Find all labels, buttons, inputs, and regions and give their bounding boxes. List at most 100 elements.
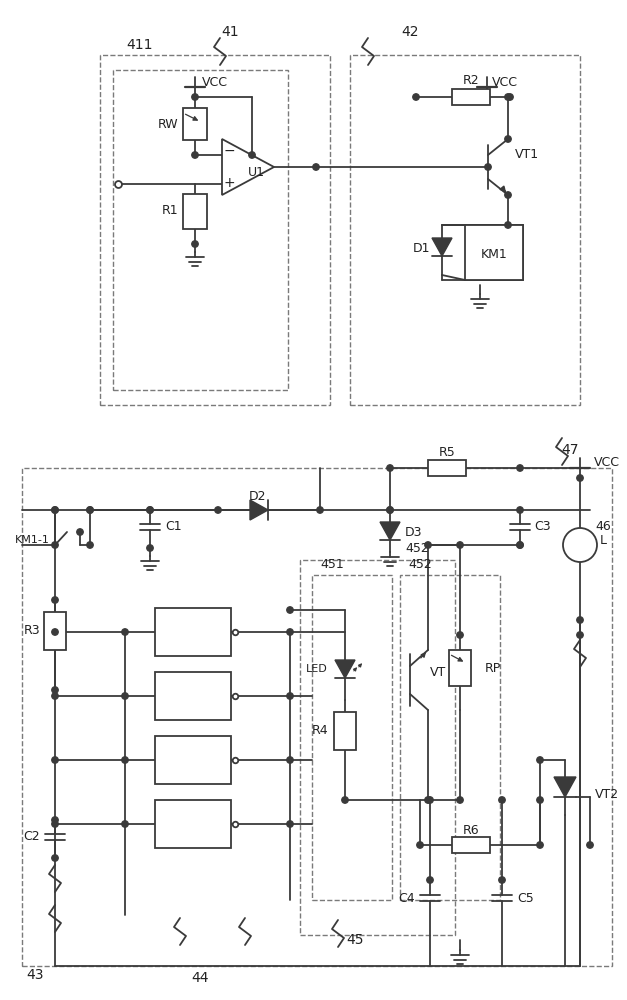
Circle shape bbox=[52, 629, 58, 635]
Text: KM1: KM1 bbox=[481, 248, 507, 261]
Circle shape bbox=[313, 164, 319, 170]
Text: 44: 44 bbox=[191, 971, 209, 985]
Circle shape bbox=[517, 465, 523, 471]
Text: LED: LED bbox=[306, 664, 328, 674]
Text: D2: D2 bbox=[250, 490, 266, 504]
Circle shape bbox=[52, 817, 58, 823]
Text: 45: 45 bbox=[346, 933, 364, 947]
Circle shape bbox=[517, 542, 523, 548]
Circle shape bbox=[52, 687, 58, 693]
Text: U1: U1 bbox=[248, 166, 265, 180]
Circle shape bbox=[577, 617, 583, 623]
Text: VCC: VCC bbox=[594, 456, 620, 470]
Circle shape bbox=[457, 632, 463, 638]
Circle shape bbox=[417, 842, 423, 848]
Text: 47: 47 bbox=[561, 443, 579, 457]
Circle shape bbox=[537, 797, 543, 803]
Polygon shape bbox=[250, 500, 268, 520]
Circle shape bbox=[287, 821, 293, 827]
Text: L: L bbox=[600, 534, 607, 546]
Circle shape bbox=[577, 475, 583, 481]
Bar bbox=[452, 837, 490, 853]
Circle shape bbox=[457, 542, 463, 548]
Bar bbox=[22, 468, 612, 966]
Circle shape bbox=[517, 542, 523, 548]
Circle shape bbox=[287, 607, 293, 613]
Circle shape bbox=[287, 757, 293, 763]
Circle shape bbox=[192, 241, 198, 247]
Text: 43: 43 bbox=[26, 968, 44, 982]
Bar bbox=[183, 108, 207, 140]
Circle shape bbox=[52, 507, 58, 513]
Bar bbox=[44, 612, 66, 650]
Circle shape bbox=[537, 757, 543, 763]
Text: 41: 41 bbox=[221, 25, 239, 39]
Text: +: + bbox=[223, 176, 235, 190]
Text: C2: C2 bbox=[23, 830, 40, 844]
Circle shape bbox=[122, 693, 128, 699]
Text: RW: RW bbox=[157, 117, 178, 130]
Text: R1: R1 bbox=[161, 205, 178, 218]
Circle shape bbox=[505, 192, 511, 198]
Circle shape bbox=[425, 542, 431, 548]
Circle shape bbox=[122, 757, 128, 763]
Text: R2: R2 bbox=[463, 74, 479, 87]
Circle shape bbox=[485, 164, 491, 170]
Text: D1: D1 bbox=[413, 241, 430, 254]
Text: 42: 42 bbox=[401, 25, 419, 39]
Circle shape bbox=[287, 629, 293, 635]
Circle shape bbox=[52, 542, 58, 548]
Text: 452: 452 bbox=[408, 558, 432, 572]
Circle shape bbox=[587, 842, 593, 848]
Text: R5: R5 bbox=[439, 446, 455, 458]
Circle shape bbox=[147, 507, 153, 513]
Circle shape bbox=[413, 94, 419, 100]
Text: C5: C5 bbox=[517, 892, 534, 904]
Bar bbox=[428, 460, 466, 476]
Circle shape bbox=[76, 529, 83, 535]
Circle shape bbox=[537, 842, 543, 848]
Circle shape bbox=[505, 94, 511, 100]
Text: 411: 411 bbox=[127, 38, 153, 52]
Text: 451: 451 bbox=[320, 558, 344, 572]
Circle shape bbox=[87, 542, 93, 548]
Bar bbox=[155, 736, 231, 784]
Circle shape bbox=[507, 94, 514, 100]
Circle shape bbox=[122, 821, 128, 827]
Bar bbox=[183, 194, 207, 229]
Circle shape bbox=[192, 94, 198, 100]
Polygon shape bbox=[554, 777, 576, 797]
Circle shape bbox=[52, 757, 58, 763]
Bar bbox=[334, 712, 356, 750]
Text: VCC: VCC bbox=[202, 76, 228, 89]
Polygon shape bbox=[335, 660, 355, 678]
Bar bbox=[312, 575, 392, 900]
Circle shape bbox=[499, 877, 505, 883]
Circle shape bbox=[577, 632, 583, 638]
Text: VT: VT bbox=[430, 666, 446, 678]
Circle shape bbox=[122, 629, 128, 635]
Text: C1: C1 bbox=[165, 520, 182, 534]
Text: R3: R3 bbox=[23, 624, 40, 638]
Text: C3: C3 bbox=[534, 520, 551, 534]
Text: C4: C4 bbox=[398, 892, 415, 904]
Circle shape bbox=[52, 821, 58, 827]
Circle shape bbox=[505, 222, 511, 228]
Text: VCC: VCC bbox=[492, 76, 518, 89]
Polygon shape bbox=[380, 522, 400, 540]
Circle shape bbox=[87, 507, 93, 513]
Circle shape bbox=[52, 597, 58, 603]
Text: −: − bbox=[223, 144, 235, 158]
Circle shape bbox=[517, 507, 523, 513]
Text: KM1-1: KM1-1 bbox=[15, 535, 50, 545]
Circle shape bbox=[387, 507, 393, 513]
Text: 46: 46 bbox=[595, 520, 611, 534]
Text: R6: R6 bbox=[463, 824, 479, 836]
Circle shape bbox=[249, 152, 255, 158]
Text: D3: D3 bbox=[405, 526, 423, 538]
Circle shape bbox=[87, 507, 93, 513]
Circle shape bbox=[52, 693, 58, 699]
Bar bbox=[449, 650, 471, 686]
Bar bbox=[155, 800, 231, 848]
Circle shape bbox=[215, 507, 221, 513]
